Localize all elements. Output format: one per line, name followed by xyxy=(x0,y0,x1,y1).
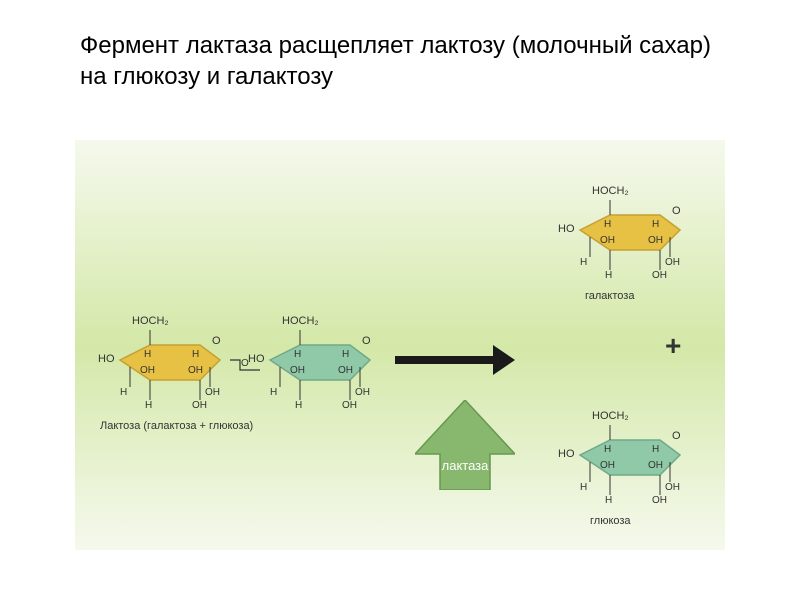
atom-label: H xyxy=(294,349,301,360)
atom-label: H xyxy=(605,495,612,506)
atom-label: HO xyxy=(98,353,115,365)
atom-label: O xyxy=(672,205,681,217)
diagram-container: HOCH₂OHOHHOHOHHHOHOHHOCH₂OHOHHOHOHHHOHOH… xyxy=(75,140,725,550)
atom-label: H xyxy=(270,387,277,398)
atom-label: OH xyxy=(290,365,305,376)
atom-label: OH xyxy=(205,387,220,398)
atom-label: HO xyxy=(558,448,575,460)
glycosidic-bond: O xyxy=(230,355,260,375)
atom-label: OH xyxy=(355,387,370,398)
galactose-molecule: HOCH₂OHOHHOHOHHHOHOH xyxy=(560,195,700,305)
atom-label: OH xyxy=(192,400,207,411)
galactose-caption: галактоза xyxy=(585,290,634,302)
atom-label: OH xyxy=(600,460,615,471)
atom-label: HOCH₂ xyxy=(592,185,629,197)
plus-sign: + xyxy=(665,330,681,362)
atom-label: H xyxy=(580,482,587,493)
atom-label: OH xyxy=(342,400,357,411)
glucose-molecule: HOCH₂OHOHHOHOHHHOHOH xyxy=(560,420,700,530)
atom-label: O xyxy=(672,430,681,442)
atom-label: OH xyxy=(665,257,680,268)
svg-text:лактаза: лактаза xyxy=(442,458,490,473)
atom-label: OH xyxy=(140,365,155,376)
atom-label: H xyxy=(192,349,199,360)
reaction-arrow-icon xyxy=(395,345,515,380)
lactose-caption: Лактоза (галактоза + глюкоза) xyxy=(100,420,253,432)
atom-label: HO xyxy=(558,223,575,235)
atom-label: OH xyxy=(648,460,663,471)
atom-label: H xyxy=(604,444,611,455)
atom-label: H xyxy=(295,400,302,411)
atom-label: H xyxy=(580,257,587,268)
atom-label: OH xyxy=(648,235,663,246)
galactose-molecule: HOCH₂OHOHHOHOHHHOHOH xyxy=(100,325,240,435)
atom-label: H xyxy=(144,349,151,360)
atom-label: H xyxy=(342,349,349,360)
atom-label: OH xyxy=(652,270,667,281)
glucose-caption: глюкоза xyxy=(590,515,631,527)
atom-label: OH xyxy=(338,365,353,376)
atom-label: H xyxy=(145,400,152,411)
atom-label: HOCH₂ xyxy=(592,410,629,422)
atom-label: O xyxy=(362,335,371,347)
enzyme-triangle: лактаза xyxy=(415,400,515,495)
atom-label: OH xyxy=(652,495,667,506)
atom-label: H xyxy=(120,387,127,398)
atom-label: O xyxy=(212,335,221,347)
atom-label: HOCH₂ xyxy=(132,315,169,327)
atom-label: H xyxy=(604,219,611,230)
atom-label: OH xyxy=(600,235,615,246)
glucose-molecule: HOCH₂OHOHHOHOHHHOHOH xyxy=(250,325,390,435)
atom-label: OH xyxy=(188,365,203,376)
atom-label: O xyxy=(241,358,249,369)
atom-label: HOCH₂ xyxy=(282,315,319,327)
atom-label: H xyxy=(652,444,659,455)
atom-label: H xyxy=(652,219,659,230)
atom-label: OH xyxy=(665,482,680,493)
atom-label: H xyxy=(605,270,612,281)
page-title: Фермент лактаза расщепляет лактозу (моло… xyxy=(80,30,720,92)
